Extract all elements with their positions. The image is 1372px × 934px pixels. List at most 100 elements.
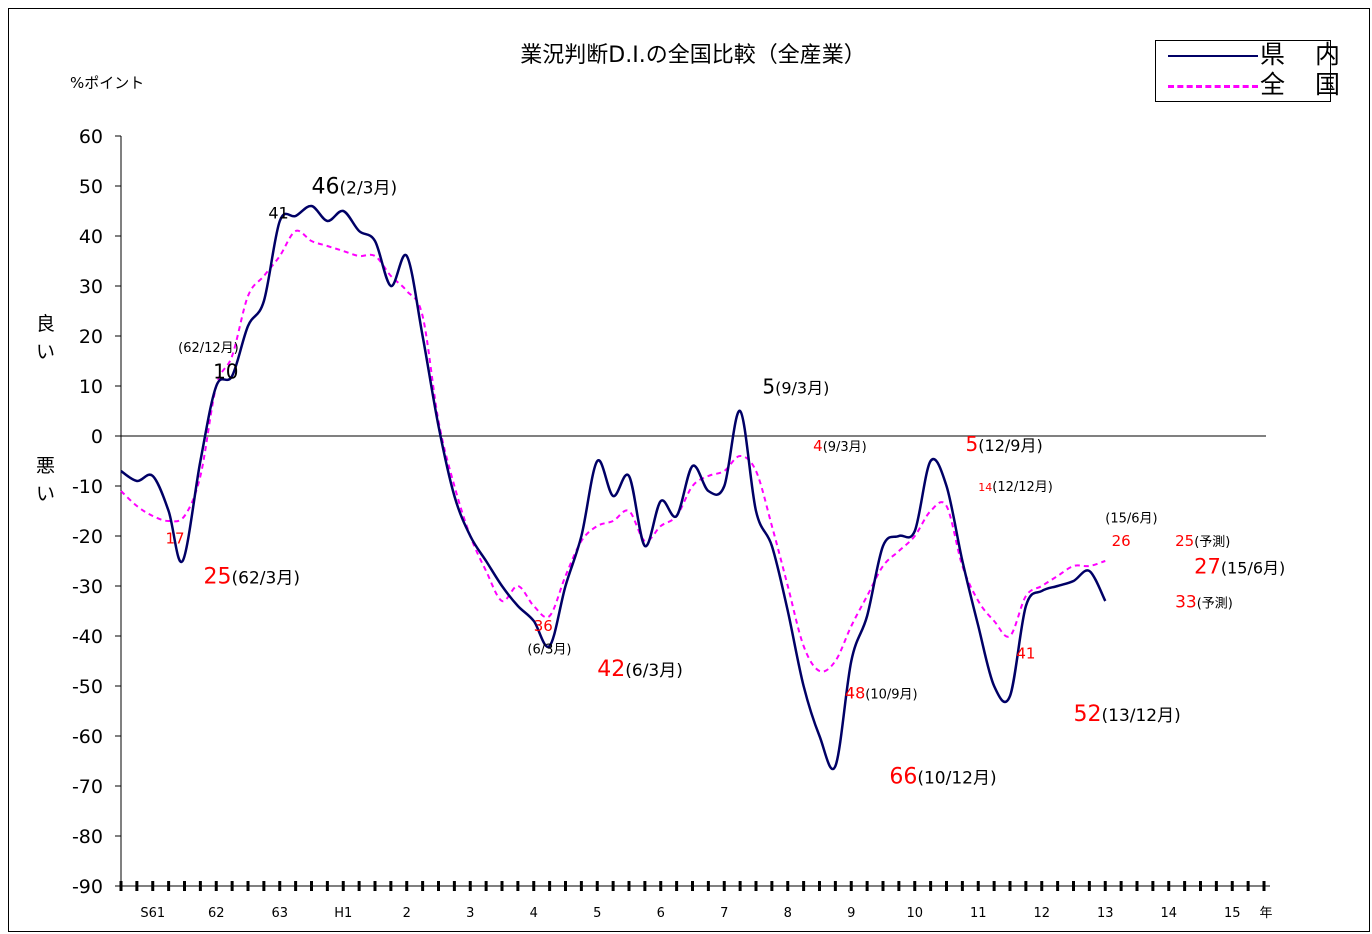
data-label-value: 10 [213, 360, 238, 384]
data-label-value: 48 [845, 684, 865, 703]
data-label-period: (12/12月) [992, 480, 1053, 495]
y-tick-label: -20 [72, 526, 103, 548]
data-label: 48(10/9月) [845, 684, 918, 703]
data-label-period: (9/3月) [775, 379, 829, 398]
data-label-value: 4 [813, 437, 823, 455]
x-tick-label: 7 [720, 906, 728, 921]
data-label: 36 [534, 617, 553, 635]
data-label: 33(予測) [1175, 593, 1233, 613]
data-label-value: 52 [1074, 702, 1102, 727]
data-label-value: 5 [762, 375, 775, 399]
legend-swatch-kennai [1168, 55, 1258, 57]
y-tick-label: -80 [72, 826, 103, 848]
data-label: 5(12/9月) [966, 432, 1043, 456]
y-tick-label: -50 [72, 676, 103, 698]
data-label: 46(2/3月) [312, 175, 398, 200]
y-tick-label: 0 [91, 426, 103, 448]
data-label: (6/3月) [527, 643, 571, 658]
data-label: 14(12/12月) [978, 480, 1053, 495]
x-tick-label: 6 [657, 906, 665, 921]
data-label-value: 14 [978, 481, 992, 494]
x-tick-label: S61 [140, 906, 165, 921]
legend-label-kennai: 県内 [1260, 40, 1371, 69]
legend-item-kennai: 県内 [1156, 41, 1340, 71]
x-tick-label: 5 [593, 906, 601, 921]
data-label: 5(9/3月) [762, 375, 829, 399]
x-tick-label: 4 [530, 906, 538, 921]
y-side-good-label: 良い [36, 313, 55, 363]
data-label: (62/12月) [178, 341, 239, 356]
y-tick-label: -90 [72, 876, 103, 898]
data-label-value: 17 [165, 530, 184, 548]
data-label-period: (13/12月) [1102, 706, 1181, 726]
chart-title: 業況判断D.I.の全国比較（全産業） [520, 43, 865, 68]
x-tick-label: 11 [970, 906, 987, 921]
data-label-value: 27 [1194, 555, 1221, 579]
data-label-period: (予測) [1194, 535, 1230, 550]
y-tick-label: -60 [72, 726, 103, 748]
x-tick-label: 9 [847, 906, 855, 921]
data-label-period: (15/6月) [1105, 512, 1157, 527]
data-label-value: 25 [1175, 532, 1194, 550]
x-axis-unit: 年 [1259, 906, 1272, 921]
data-label: 52(13/12月) [1074, 702, 1181, 727]
data-label-period: (62/12月) [178, 341, 239, 356]
data-label-value: 5 [966, 432, 979, 456]
data-label-period: (9/3月) [823, 440, 867, 455]
legend-label-zenkoku: 全国 [1260, 70, 1371, 99]
data-label-value: 41 [268, 204, 288, 223]
data-label-value: 36 [534, 617, 553, 635]
data-label-period: (12/9月) [978, 436, 1042, 455]
y-tick-label: 50 [79, 176, 103, 198]
legend-swatch-zenkoku [1168, 85, 1258, 88]
data-label-value: 25 [204, 565, 232, 590]
data-label-value: 66 [889, 765, 917, 790]
x-tick-label: 2 [403, 906, 411, 921]
data-label: 41 [1016, 645, 1035, 663]
y-side-bad-label: 悪い [36, 455, 55, 505]
x-tick-label: 12 [1033, 906, 1050, 921]
data-label: 17 [165, 530, 184, 548]
x-tick-label: 10 [906, 906, 923, 921]
data-label-period: (10/12月) [917, 769, 996, 789]
data-label-value: 42 [597, 657, 625, 682]
data-label: 42(6/3月) [597, 657, 683, 682]
y-tick-label: -30 [72, 576, 103, 598]
chart-frame [8, 8, 1370, 932]
series-line-kennai [120, 204, 1107, 771]
data-label-period: (62/3月) [232, 569, 300, 589]
y-axis-label: %ポイント [70, 74, 144, 92]
series-line-zenkoku [120, 229, 1106, 673]
y-tick-label: 10 [79, 376, 103, 398]
data-label-value: 41 [1016, 645, 1035, 663]
data-label: 4(9/3月) [813, 437, 867, 455]
data-label-value: 46 [312, 175, 340, 200]
x-tick-label: 3 [466, 906, 474, 921]
x-tick-label: 15 [1224, 906, 1241, 921]
data-label-period: (15/6月) [1221, 559, 1285, 578]
data-label: 25(62/3月) [204, 565, 300, 590]
legend-item-zenkoku: 全国 [1156, 71, 1340, 101]
y-tick-label: -40 [72, 626, 103, 648]
data-label: 25(予測) [1175, 532, 1230, 550]
x-tick-label: 8 [784, 906, 792, 921]
data-label-value: 26 [1112, 532, 1131, 550]
x-tick-label: H1 [334, 906, 352, 921]
data-label: 26 [1112, 532, 1131, 550]
y-tick-label: -10 [72, 476, 103, 498]
y-tick-label: 60 [79, 126, 103, 148]
y-tick-label: 40 [79, 226, 103, 248]
y-tick-label: 30 [79, 276, 103, 298]
legend: 県内 全国 [1155, 40, 1340, 102]
data-label-period: (6/3月) [527, 643, 571, 658]
x-tick-label: 14 [1160, 906, 1177, 921]
data-label: 41 [268, 204, 288, 223]
data-label-value: 33 [1175, 593, 1197, 613]
data-label-period: (10/9月) [865, 688, 917, 703]
y-tick-label: 20 [79, 326, 103, 348]
data-label-period: (2/3月) [340, 179, 398, 199]
data-label: (15/6月) [1105, 512, 1157, 527]
x-tick-label: 13 [1097, 906, 1114, 921]
data-label-period: (6/3月) [625, 661, 683, 681]
